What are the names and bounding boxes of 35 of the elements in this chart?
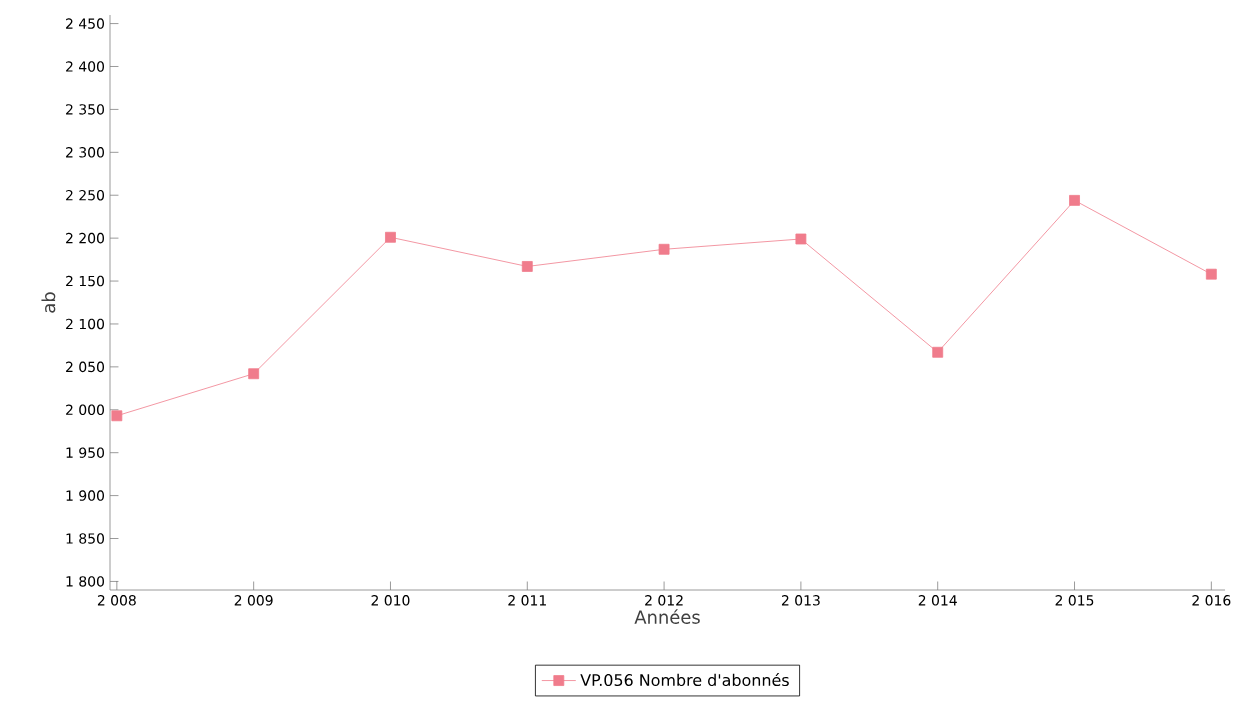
- y-tick-label: 2 250: [66, 189, 104, 201]
- x-tick-label: 2 009: [234, 595, 273, 606]
- x-tick-label: 2 015: [1055, 595, 1094, 606]
- y-tick-label: 2 200: [66, 232, 104, 244]
- y-axis-title: ab: [41, 292, 56, 313]
- x-tick-label: 2 008: [97, 595, 136, 606]
- y-tick-label: 1 800: [66, 576, 104, 587]
- y-tick-label: 2 050: [66, 361, 104, 373]
- x-axis-title: Années: [634, 609, 700, 624]
- y-tick-label: 2 150: [66, 275, 104, 287]
- x-tick-label: 2 016: [1192, 595, 1231, 606]
- y-tick-label: 1 950: [66, 447, 104, 458]
- point: [385, 231, 396, 243]
- y-tick-label: 1 850: [66, 533, 104, 544]
- point: [658, 243, 670, 255]
- y-tick-label: 2 400: [66, 61, 104, 72]
- point: [1069, 194, 1080, 206]
- point: [1205, 268, 1217, 280]
- y-tick-label: 2 450: [66, 18, 104, 29]
- x-tick-label: 2 011: [508, 595, 546, 606]
- point: [248, 368, 260, 380]
- y-tick-label: 2 000: [66, 404, 104, 416]
- y-tick-label: 2 100: [66, 318, 104, 330]
- x-tick-label: 2 012: [645, 595, 683, 606]
- y-tick-label: 2 350: [66, 104, 104, 115]
- legend-label: VP.056 Nombre d'abonnés: [580, 673, 789, 687]
- x-tick-label: 2 014: [918, 595, 957, 606]
- point: [795, 233, 807, 245]
- x-tick-label: 2 010: [371, 595, 410, 606]
- x-tick-label: 2 013: [781, 595, 820, 606]
- point: [932, 346, 944, 358]
- point: [521, 261, 533, 272]
- point: [111, 410, 123, 422]
- y-tick-label: 1 900: [66, 490, 104, 501]
- y-tick-label: 2 300: [66, 147, 104, 158]
